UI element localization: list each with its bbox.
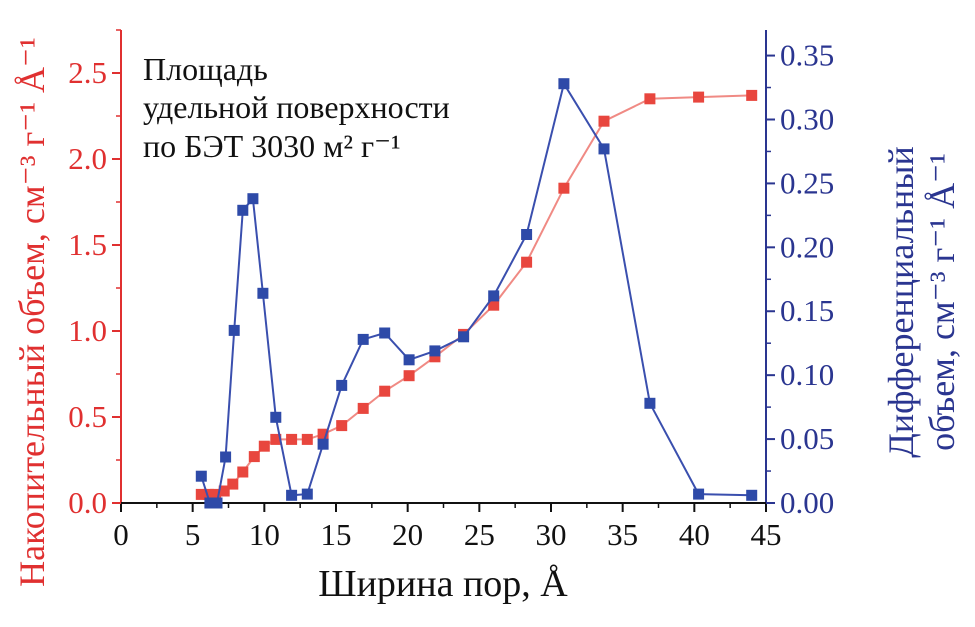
data-point-cumulative: [598, 115, 610, 127]
data-point-differential: [746, 489, 758, 501]
data-point-cumulative: [488, 299, 500, 311]
data-point-cumulative: [746, 89, 758, 101]
data-point-differential: [598, 143, 610, 155]
left-y-tick-label: 0.0: [68, 485, 107, 520]
data-point-cumulative: [644, 93, 656, 105]
annotation-line-2: удельной поверхности: [143, 89, 450, 125]
data-point-cumulative: [317, 428, 329, 440]
data-point-differential: [403, 354, 415, 366]
series-layer: [195, 78, 758, 509]
data-point-differential: [379, 327, 391, 339]
right-y-axis-title-line-2: объем, см⁻³ г⁻¹ Å⁻¹: [922, 153, 962, 451]
data-point-cumulative: [202, 488, 214, 500]
data-point-differential: [521, 229, 533, 240]
data-point-cumulative: [558, 182, 570, 194]
data-point-cumulative: [379, 385, 391, 397]
data-point-cumulative: [237, 466, 249, 478]
x-tick-label: 15: [321, 517, 352, 552]
x-tick-label: 25: [464, 517, 495, 552]
x-tick-label: 35: [607, 517, 638, 552]
data-point-differential: [301, 488, 313, 500]
data-point-differential: [357, 333, 369, 345]
data-point-cumulative: [210, 488, 222, 500]
x-tick-label: 45: [751, 517, 782, 552]
right-y-tick-label: 0.05: [780, 421, 834, 456]
data-point-cumulative: [336, 420, 348, 432]
data-point-cumulative: [270, 433, 282, 445]
data-point-differential: [220, 451, 232, 463]
data-point-cumulative: [521, 256, 533, 268]
data-point-cumulative: [693, 91, 705, 103]
ticks-layer: 0 5 10 15 20 25 30 35 40 45 0.0 0.5 1.0 1.5 2.0 2.5 0.00…: [68, 29, 834, 552]
data-point-differential: [693, 488, 705, 500]
x-tick-label: 0: [113, 517, 129, 552]
data-point-differential: [317, 438, 329, 450]
left-y-tick-label: 1.0: [68, 313, 107, 348]
data-point-differential: [237, 204, 249, 216]
data-point-differential: [286, 489, 298, 501]
right-y-tick-label: 0.25: [780, 165, 834, 200]
data-point-cumulative: [248, 451, 260, 463]
annotation-line-3: по БЭТ 3030 м² г⁻¹: [143, 128, 401, 164]
data-point-differential: [257, 287, 269, 299]
data-point-differential: [247, 193, 259, 205]
data-point-differential: [228, 324, 240, 336]
data-point-cumulative: [258, 440, 270, 452]
left-y-tick-label: 2.0: [68, 141, 107, 176]
data-point-differential: [270, 411, 282, 423]
data-point-differential: [558, 78, 570, 90]
right-y-tick-label: 0.35: [780, 38, 834, 73]
right-y-tick-label: 0.10: [780, 357, 834, 392]
x-tick-label: 40: [679, 517, 710, 552]
data-point-cumulative: [301, 433, 313, 445]
x-tick-label: 5: [185, 517, 201, 552]
right-y-tick-label: 0.30: [780, 101, 834, 136]
left-y-tick-label: 0.5: [68, 399, 107, 434]
right-y-axis-title-line-1: Дифференциальный: [881, 146, 921, 457]
data-point-cumulative: [403, 370, 415, 382]
right-y-tick-label: 0.00: [780, 485, 834, 520]
data-point-cumulative: [195, 488, 207, 500]
data-point-differential: [488, 290, 500, 302]
data-point-cumulative: [429, 351, 441, 363]
left-y-tick-label: 2.5: [68, 55, 107, 90]
data-point-cumulative: [286, 433, 298, 445]
right-y-tick-label: 0.15: [780, 293, 834, 328]
data-point-differential: [336, 379, 348, 391]
right-y-tick-label: 0.20: [780, 229, 834, 264]
data-point-cumulative: [357, 402, 369, 414]
data-point-differential: [211, 497, 223, 509]
annotation-line-1: Площадь: [143, 51, 268, 87]
data-point-cumulative: [227, 478, 239, 490]
data-point-cumulative: [218, 485, 230, 497]
data-point-differential: [644, 397, 656, 409]
x-tick-label: 10: [249, 517, 280, 552]
data-point-differential: [458, 331, 470, 343]
data-point-differential: [195, 470, 207, 482]
x-axis-title: Ширина пор, Å: [318, 563, 568, 605]
x-tick-label: 30: [536, 517, 567, 552]
x-tick-label: 20: [392, 517, 423, 552]
left-y-tick-label: 1.5: [68, 227, 107, 262]
data-point-differential: [204, 497, 216, 509]
data-point-differential: [429, 345, 441, 357]
left-y-axis-title: Накопительный объем, см⁻³ г⁻¹ Å⁻¹: [12, 37, 52, 587]
